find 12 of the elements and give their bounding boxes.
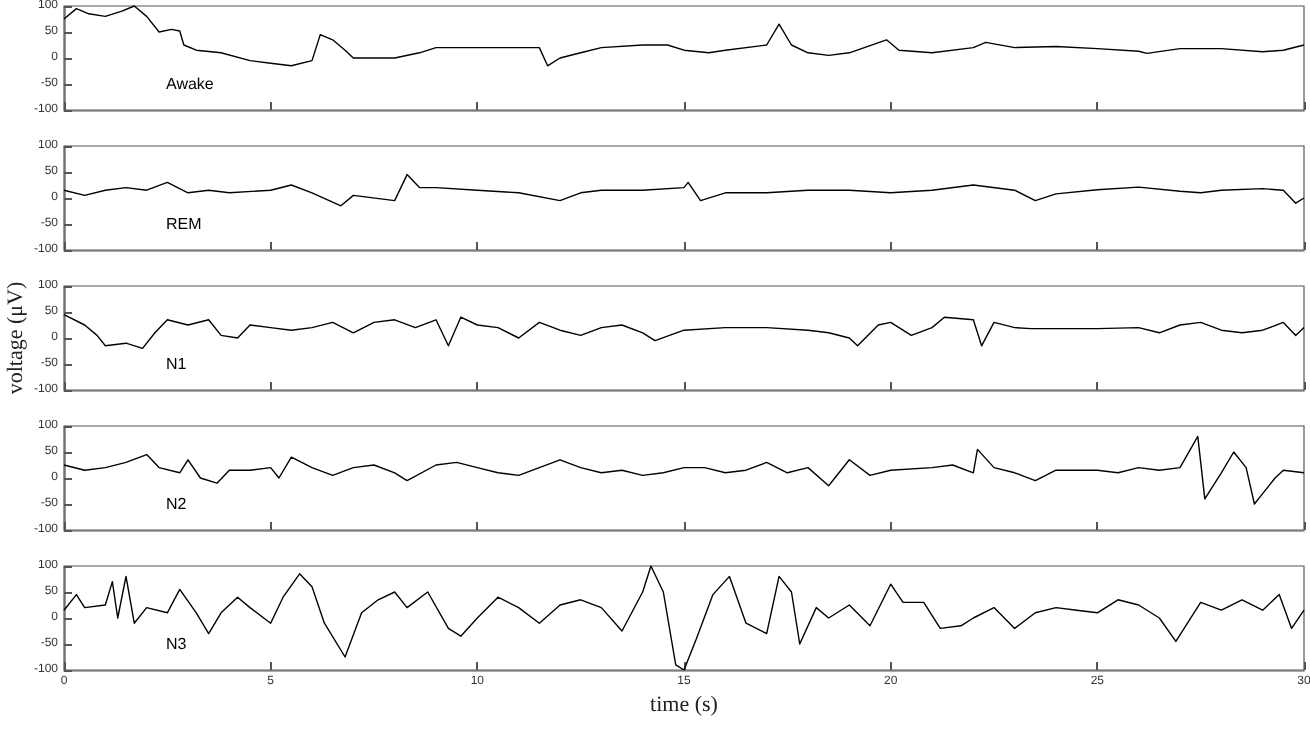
y-axis-title: voltage (μV) xyxy=(2,279,30,399)
annotation: Awake xyxy=(166,75,215,93)
line-series xyxy=(63,5,1305,67)
annotation: N1 xyxy=(166,355,188,373)
annotation: N3 xyxy=(166,635,188,653)
annotation: REM xyxy=(166,215,203,233)
line-series xyxy=(63,173,1305,207)
line-series xyxy=(63,565,1305,671)
line-series xyxy=(63,313,1305,350)
x-axis-title: time (s) xyxy=(650,693,719,717)
line-series xyxy=(63,435,1305,505)
annotation: N2 xyxy=(166,495,188,513)
